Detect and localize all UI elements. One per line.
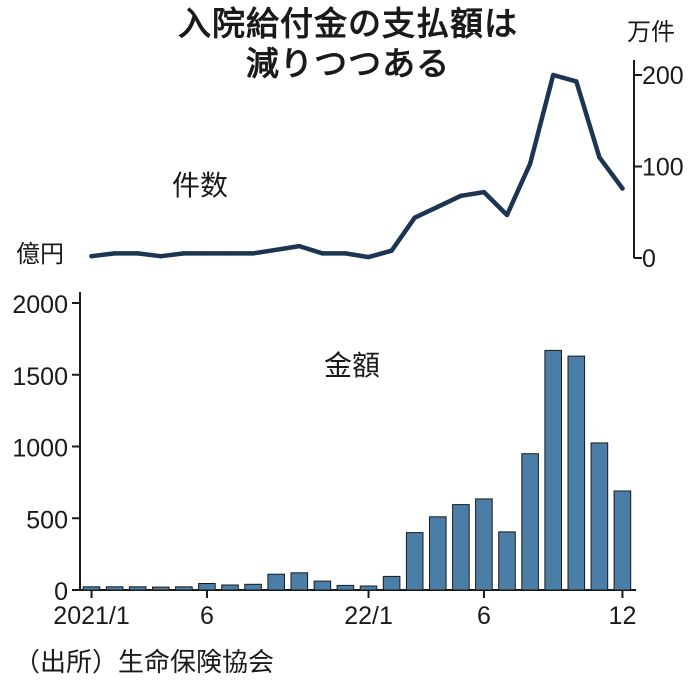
line-point bbox=[597, 155, 602, 160]
line-point bbox=[504, 212, 510, 218]
bar bbox=[544, 349, 563, 591]
line-point bbox=[204, 251, 210, 256]
bar-chart-axis: 0 500 1000 1500 2000 2021/1 6 22/1 6 12 bbox=[12, 291, 636, 630]
bar bbox=[221, 584, 239, 591]
bar-y-tick-label: 0 bbox=[54, 578, 68, 606]
line-point bbox=[227, 251, 233, 256]
line-series-label: 件数 bbox=[172, 169, 229, 202]
bar bbox=[590, 442, 609, 591]
bar-x-tick-label: 6 bbox=[477, 602, 491, 630]
line-point bbox=[250, 251, 256, 256]
line-point bbox=[181, 251, 187, 256]
line-point bbox=[551, 72, 556, 78]
bar bbox=[498, 531, 516, 591]
bar-x-tick-label: 22/1 bbox=[344, 602, 393, 630]
line-point bbox=[366, 254, 371, 260]
bar bbox=[175, 586, 193, 591]
chart-title-line2: 減りつつある bbox=[245, 44, 451, 83]
bar-series-label: 金額 bbox=[324, 349, 381, 382]
bar bbox=[244, 583, 262, 591]
bar bbox=[336, 584, 355, 591]
bar-y-tick-label: 1000 bbox=[12, 435, 68, 463]
bar bbox=[152, 586, 170, 591]
bar bbox=[198, 583, 216, 591]
bar bbox=[105, 586, 124, 591]
line-point bbox=[158, 253, 163, 259]
line-y-tick-label: 100 bbox=[642, 154, 684, 182]
bar bbox=[567, 355, 586, 591]
bar bbox=[128, 586, 147, 591]
line-point bbox=[458, 193, 464, 198]
bar bbox=[382, 575, 401, 591]
line-point bbox=[481, 189, 487, 195]
bar bbox=[267, 573, 285, 591]
line-point bbox=[389, 248, 394, 253]
bar-x-tick-label: 2021/1 bbox=[53, 602, 129, 630]
line-point bbox=[343, 251, 348, 256]
line-unit-label: 万件 bbox=[627, 18, 675, 46]
bar bbox=[452, 504, 470, 591]
line-point bbox=[412, 215, 417, 220]
source-note: （出所）生命保険協会 bbox=[14, 648, 275, 678]
line-point bbox=[135, 251, 140, 256]
line-point bbox=[274, 247, 279, 252]
bar-y-tick-label: 1500 bbox=[12, 363, 68, 391]
line-point bbox=[620, 186, 625, 191]
bar bbox=[613, 490, 632, 591]
bar bbox=[429, 516, 447, 591]
line-point bbox=[435, 204, 440, 209]
bar-y-tick-label: 2000 bbox=[12, 291, 68, 319]
line-point bbox=[89, 253, 94, 259]
bar-chart-plot bbox=[82, 349, 632, 591]
chart-title: 入院給付金の支払額は 減りつつある bbox=[0, 4, 696, 84]
bar-unit-label: 億円 bbox=[16, 240, 64, 268]
line-y-tick-label: 200 bbox=[642, 62, 684, 90]
line-series-path bbox=[89, 72, 625, 260]
line-point bbox=[574, 79, 579, 84]
bar bbox=[359, 585, 378, 591]
bar bbox=[313, 580, 332, 591]
chart-title-line1: 入院給付金の支払額は bbox=[178, 4, 518, 43]
bar bbox=[82, 586, 101, 591]
line-point bbox=[320, 251, 325, 256]
line-point bbox=[112, 251, 117, 256]
bar bbox=[405, 532, 424, 591]
bar-y-tick-label: 500 bbox=[26, 506, 68, 534]
bar-x-tick-label: 12 bbox=[609, 602, 637, 630]
line-chart-axis: 0 100 200 bbox=[633, 60, 684, 273]
bar bbox=[290, 572, 309, 591]
bar-x-tick-label: 6 bbox=[200, 602, 214, 630]
bar bbox=[521, 453, 539, 591]
line-point bbox=[527, 161, 533, 166]
line-chart-plot bbox=[89, 72, 625, 260]
bar bbox=[475, 498, 493, 591]
line-point bbox=[297, 243, 302, 249]
line-y-tick-label: 0 bbox=[642, 245, 656, 273]
